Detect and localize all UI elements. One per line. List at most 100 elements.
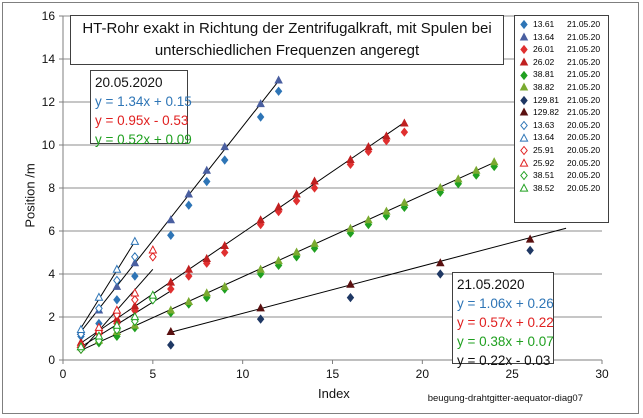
data-point — [310, 176, 319, 185]
data-point — [113, 295, 121, 305]
x-tick-label: 20 — [416, 367, 430, 381]
trendline — [80, 122, 405, 344]
data-point — [95, 303, 103, 314]
data-point — [526, 245, 534, 255]
data-point — [519, 32, 529, 41]
equation-box-20-05: 20.05.2020 y = 1.34x + 0.15 y = 0.95x - … — [90, 70, 192, 147]
data-point — [436, 269, 445, 279]
legend-item: 129.81 21.05.20 — [517, 94, 608, 107]
data-point — [489, 157, 499, 166]
data-point — [185, 271, 193, 281]
legend-date: 20.05.20 — [567, 170, 601, 181]
data-point — [310, 183, 319, 193]
chart-legend: 13.61 21.05.20 13.64 21.05.20 26.01 21.05.20 2… — [514, 15, 609, 223]
data-point — [202, 288, 211, 297]
legend-marker — [520, 145, 528, 156]
trendline — [80, 241, 136, 329]
data-point — [274, 202, 283, 211]
data-point — [292, 196, 301, 206]
data-point — [256, 314, 265, 324]
y-tick-label: 10 — [42, 138, 56, 152]
legend-marker — [520, 70, 528, 80]
legend-date: 20.05.20 — [567, 157, 601, 168]
data-point — [130, 236, 140, 245]
data-point — [94, 331, 104, 340]
y-tick-label: 6 — [48, 224, 55, 238]
legend-date: 21.05.20 — [567, 81, 601, 92]
data-point — [130, 288, 140, 297]
y-tick-label: 2 — [48, 310, 55, 324]
data-point — [220, 281, 229, 290]
data-point — [148, 290, 158, 299]
legend-marker — [519, 183, 529, 192]
equation-line: y = 1.06x + 0.26 — [457, 296, 554, 311]
data-point — [346, 154, 355, 164]
data-point — [519, 82, 529, 91]
legend-marker — [519, 82, 529, 91]
legend-date: 20.05.20 — [567, 119, 601, 130]
equation-box-21-05: 21.05.2020 y = 1.06x + 0.26 y = 0.57x + … — [452, 272, 554, 368]
data-point — [382, 206, 391, 215]
data-point — [525, 234, 535, 243]
data-point — [520, 20, 528, 30]
data-point — [112, 264, 122, 273]
data-point — [436, 258, 445, 267]
legend-marker — [520, 171, 528, 181]
data-point — [166, 277, 176, 286]
data-point — [112, 320, 122, 329]
data-point — [112, 305, 122, 314]
legend-item: 129.82 21.05.20 — [517, 106, 608, 119]
legend-date: 21.05.20 — [567, 31, 601, 42]
legend-label: 13.64 — [533, 31, 555, 42]
legend-date: 21.05.20 — [567, 56, 601, 67]
equation-line: y = 0.57x + 0.22 — [457, 315, 554, 330]
data-point — [471, 165, 481, 174]
data-point — [203, 176, 211, 187]
data-point — [131, 294, 139, 305]
y-tick-label: 4 — [48, 267, 55, 281]
data-point — [520, 171, 528, 181]
legend-label: 38.82 — [533, 81, 555, 92]
legend-label: 13.64 — [533, 132, 555, 143]
legend-item: 13.61 21.05.20 — [517, 18, 608, 31]
legend-label: 26.01 — [533, 44, 555, 55]
data-point — [382, 131, 391, 140]
equation-line: y = 1.34x + 0.15 — [95, 94, 192, 109]
equation-line: y = 0.52x + 0.09 — [95, 132, 192, 147]
x-tick-label: 25 — [505, 367, 519, 381]
legend-date: 21.05.20 — [567, 94, 601, 105]
legend-item: 26.02 21.05.20 — [517, 56, 608, 69]
y-tick-label: 12 — [42, 95, 56, 109]
data-point — [130, 258, 140, 267]
data-point — [184, 189, 194, 198]
data-point — [519, 158, 529, 167]
x-tick-label: 30 — [595, 367, 609, 381]
legend-item: 13.64 20.05.20 — [517, 131, 608, 144]
data-point — [520, 95, 528, 105]
legend-date: 21.05.20 — [567, 69, 601, 80]
legend-label: 38.52 — [533, 182, 555, 193]
legend-marker — [519, 32, 529, 41]
legend-label: 38.51 — [533, 170, 555, 181]
legend-label: 25.92 — [533, 157, 555, 168]
data-point — [166, 326, 176, 336]
data-point — [167, 340, 175, 350]
legend-item: 25.92 20.05.20 — [517, 157, 608, 170]
x-tick-label: 5 — [149, 367, 156, 381]
legend-label: 129.81 — [533, 94, 559, 105]
data-point — [148, 245, 158, 254]
data-point — [274, 75, 283, 84]
legend-item: 38.82 21.05.20 — [517, 81, 608, 94]
data-point — [292, 247, 301, 256]
data-point — [94, 292, 104, 301]
legend-marker — [519, 57, 529, 66]
data-point — [364, 215, 373, 224]
legend-label: 13.61 — [533, 19, 555, 29]
legend-label: 25.91 — [533, 144, 555, 155]
data-point — [256, 215, 265, 224]
legend-marker — [519, 132, 529, 142]
data-point — [400, 118, 409, 127]
legend-label: 38.81 — [533, 69, 555, 80]
legend-marker — [520, 95, 528, 105]
trendline — [170, 227, 567, 333]
